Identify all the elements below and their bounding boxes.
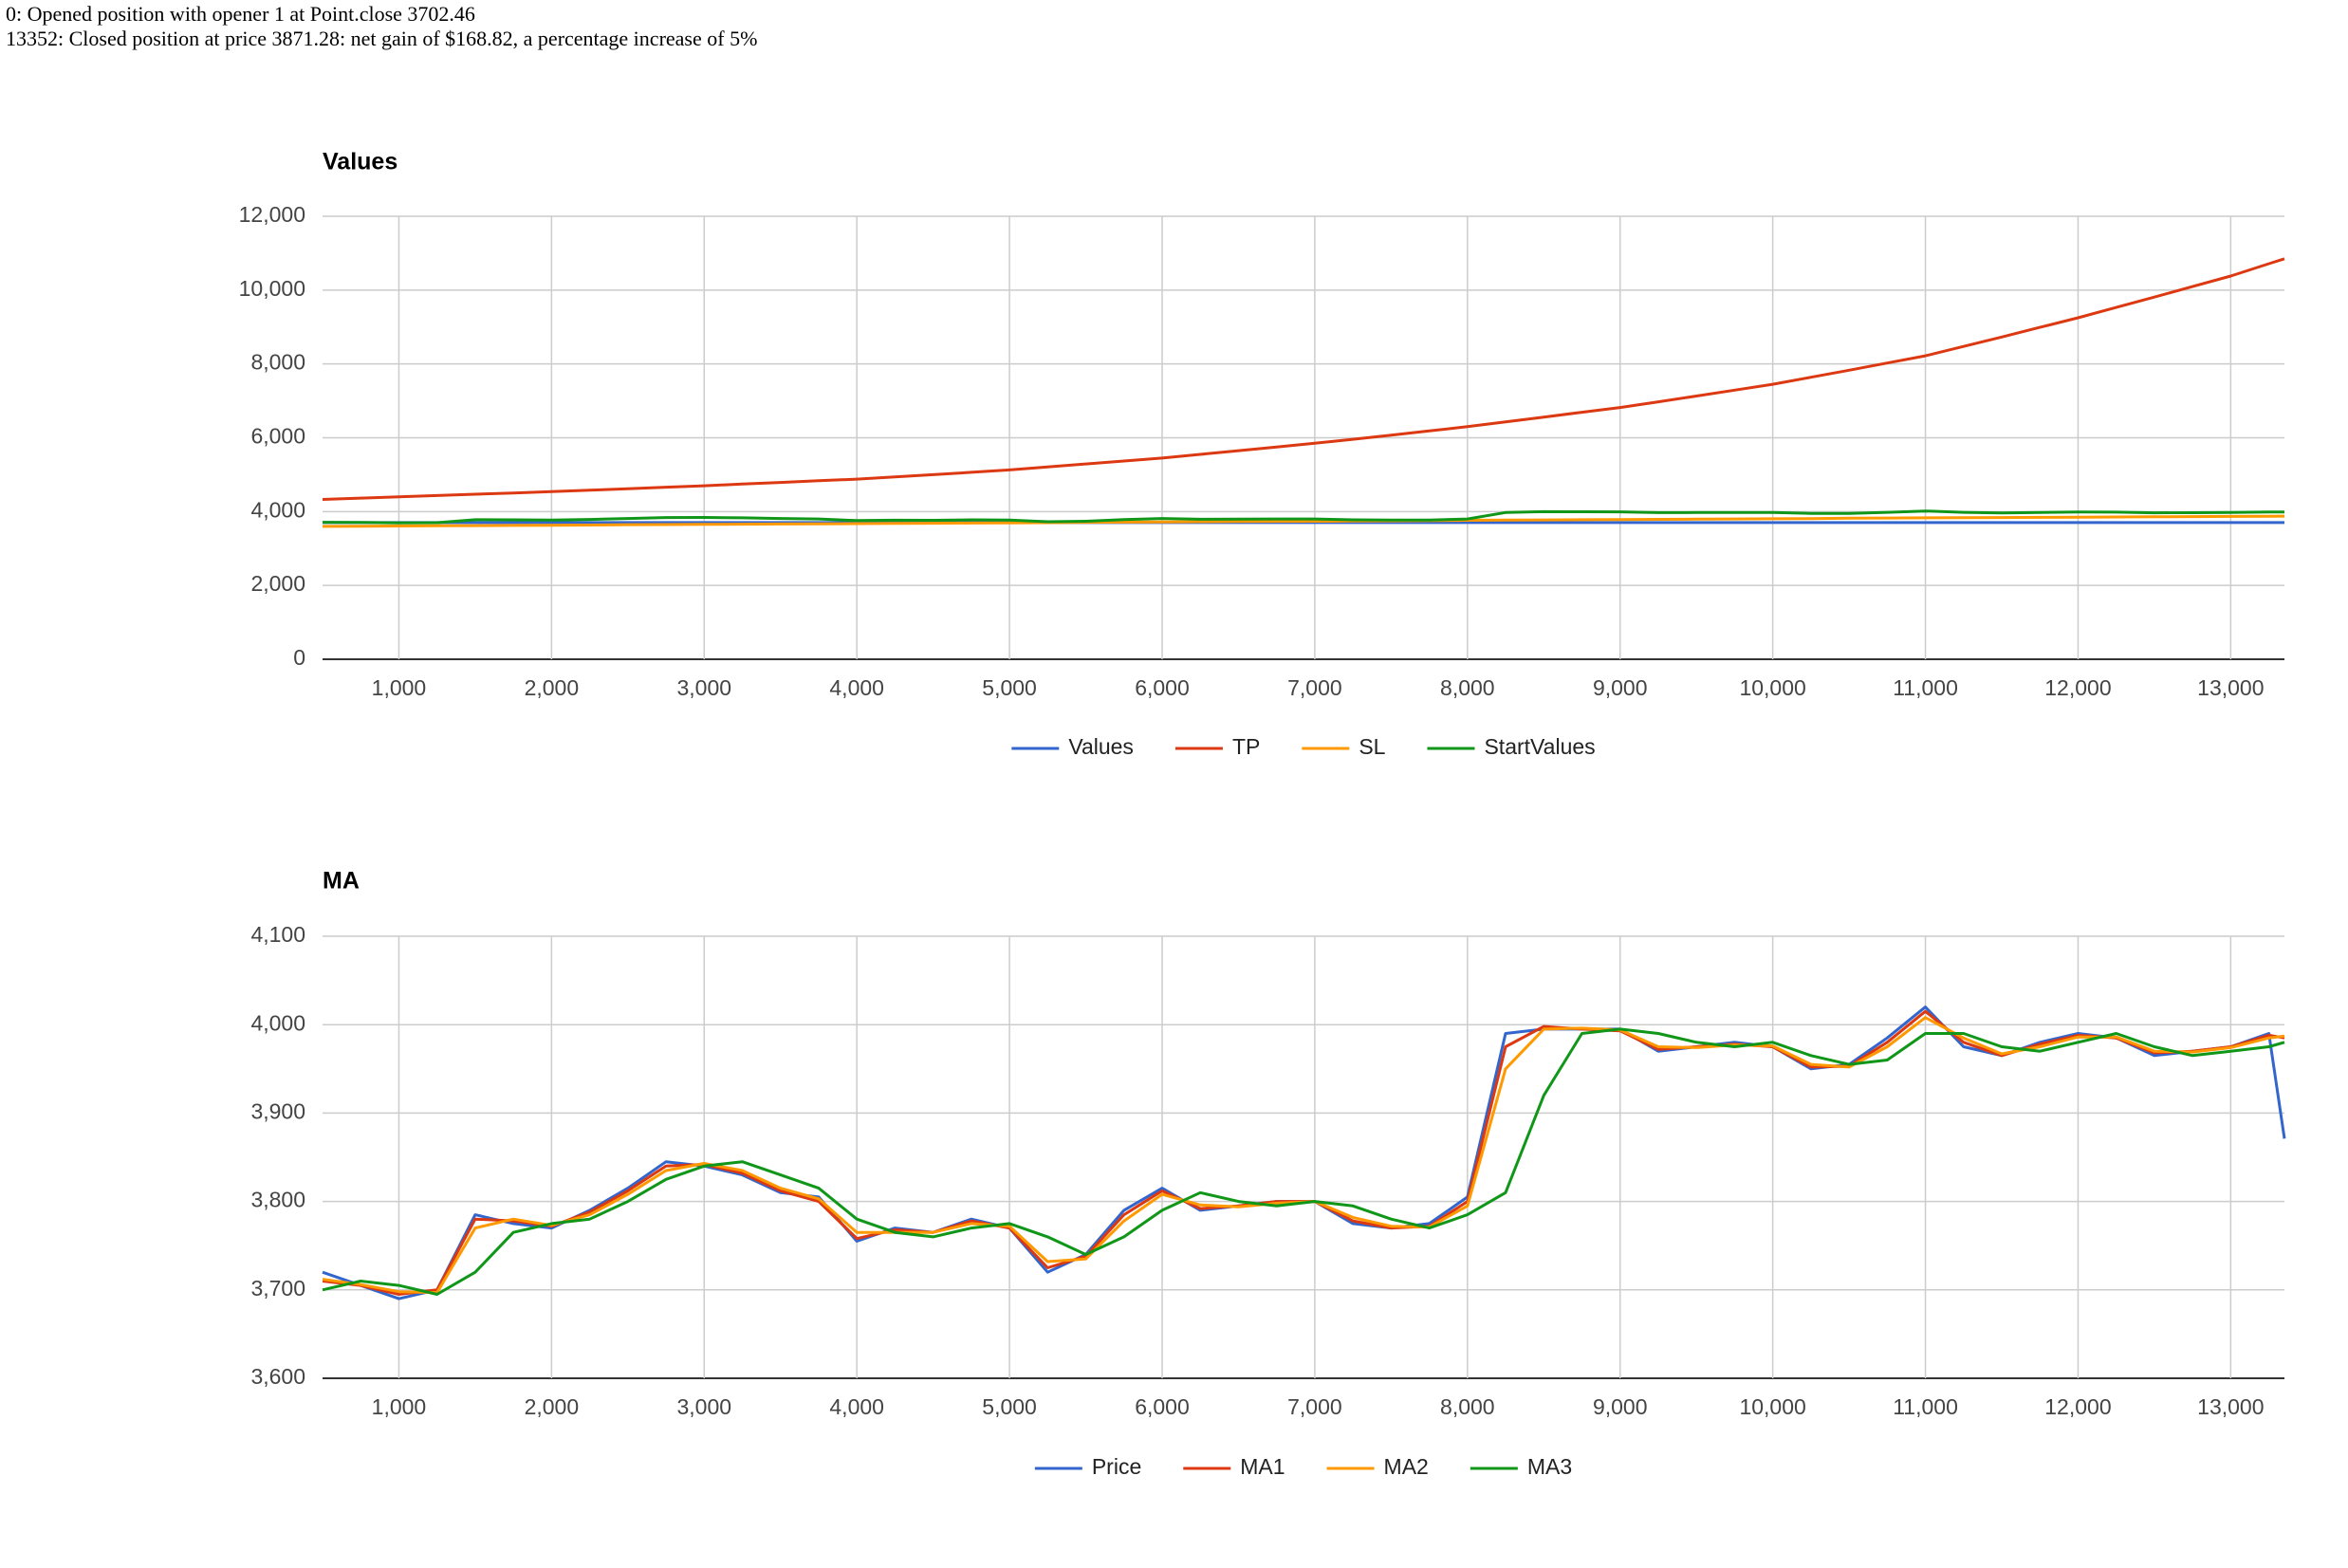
y-tick-label: 6,000 xyxy=(250,424,305,449)
x-tick-label: 13,000 xyxy=(2197,1394,2264,1419)
y-tick-label: 4,000 xyxy=(250,497,305,522)
y-tick-label: 12,000 xyxy=(239,202,305,227)
x-tick-label: 12,000 xyxy=(2044,675,2111,700)
x-tick-label: 1,000 xyxy=(372,675,427,700)
series-line xyxy=(322,257,2285,501)
x-tick-label: 6,000 xyxy=(1135,1394,1190,1419)
chart-title: Values xyxy=(323,149,397,175)
y-tick-label: 3,900 xyxy=(250,1098,305,1123)
legend-label: TP xyxy=(1232,734,1260,759)
chart-title: MA xyxy=(323,868,360,895)
y-tick-label: 8,000 xyxy=(250,350,305,375)
y-tick-label: 2,000 xyxy=(250,571,305,596)
x-tick-label: 1,000 xyxy=(372,1394,427,1419)
legend-label: StartValues xyxy=(1484,734,1595,759)
x-tick-label: 9,000 xyxy=(1593,1394,1648,1419)
series-line xyxy=(322,514,2285,528)
log-line: 13352: Closed position at price 3871.28:… xyxy=(6,27,758,50)
y-tick-label: 0 xyxy=(293,645,305,670)
x-tick-label: 8,000 xyxy=(1440,675,1495,700)
x-tick-label: 9,000 xyxy=(1593,675,1648,700)
x-tick-label: 12,000 xyxy=(2044,1394,2111,1419)
x-tick-label: 5,000 xyxy=(982,675,1037,700)
y-tick-label: 3,600 xyxy=(250,1364,305,1389)
x-tick-label: 4,000 xyxy=(829,1394,884,1419)
x-tick-label: 13,000 xyxy=(2197,675,2264,700)
y-tick-label: 4,000 xyxy=(250,1010,305,1035)
x-tick-label: 10,000 xyxy=(1739,1394,1805,1419)
x-tick-label: 10,000 xyxy=(1739,675,1805,700)
x-tick-label: 5,000 xyxy=(982,1394,1037,1419)
legend-label: MA2 xyxy=(1384,1454,1429,1479)
x-tick-label: 8,000 xyxy=(1440,1394,1495,1419)
legend-label: Values xyxy=(1068,734,1134,759)
x-tick-label: 2,000 xyxy=(525,675,580,700)
legend-label: SL xyxy=(1359,734,1385,759)
series-line xyxy=(322,509,2285,525)
log-line: 0: Opened position with opener 1 at Poin… xyxy=(6,2,475,26)
y-tick-label: 3,800 xyxy=(250,1188,305,1212)
x-tick-label: 7,000 xyxy=(1287,675,1342,700)
x-tick-label: 2,000 xyxy=(525,1394,580,1419)
series-line xyxy=(322,1027,2285,1296)
log: 0: Opened position with opener 1 at Poin… xyxy=(0,2,757,51)
legend-label: MA3 xyxy=(1527,1454,1572,1479)
legend-label: Price xyxy=(1092,1454,1141,1479)
x-tick-label: 4,000 xyxy=(829,675,884,700)
y-tick-label: 3,700 xyxy=(250,1276,305,1301)
x-tick-label: 6,000 xyxy=(1135,675,1190,700)
legend-label: MA1 xyxy=(1240,1454,1285,1479)
x-tick-label: 7,000 xyxy=(1287,1394,1342,1419)
series-line xyxy=(322,1016,2285,1295)
x-tick-label: 3,000 xyxy=(676,1394,731,1419)
x-tick-label: 11,000 xyxy=(1893,1394,1958,1419)
x-tick-label: 11,000 xyxy=(1893,675,1958,700)
x-tick-label: 3,000 xyxy=(676,675,731,700)
y-tick-label: 10,000 xyxy=(239,276,305,301)
y-tick-label: 4,100 xyxy=(250,922,305,947)
